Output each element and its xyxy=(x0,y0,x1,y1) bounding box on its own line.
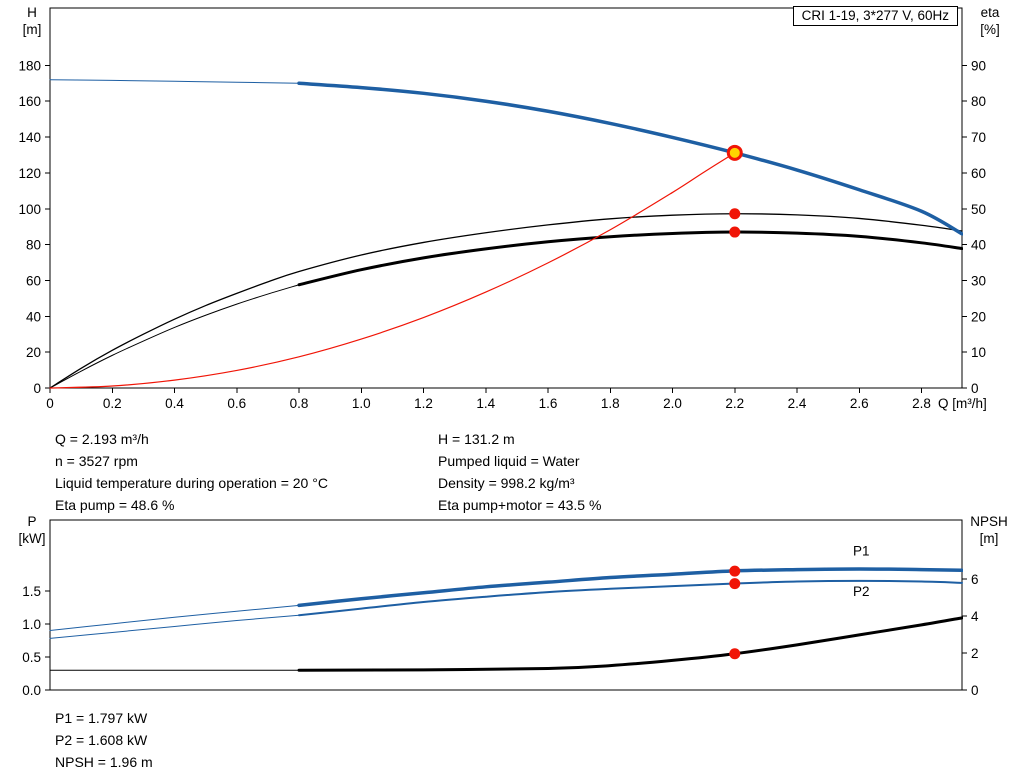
npsh-axis-title: NPSH [m] xyxy=(958,513,1020,547)
y-left-tick-label: 0 xyxy=(33,381,41,396)
p-axis-symbol: P xyxy=(27,514,37,529)
info-line: H = 131.2 m xyxy=(438,431,515,447)
plot-border xyxy=(49,7,963,389)
p2-label: P2 xyxy=(853,584,870,599)
head-curve-low xyxy=(49,79,300,84)
y-right-tick-label: 70 xyxy=(971,130,986,145)
h-axis-title: H [m] xyxy=(12,4,52,38)
head-curve xyxy=(297,81,963,236)
x-tick-label: 0.8 xyxy=(290,396,309,411)
info-line: n = 3527 rpm xyxy=(55,453,138,469)
y-left-tick-label: 120 xyxy=(18,166,41,181)
info-line: Q = 2.193 m³/h xyxy=(55,431,149,447)
y-right-tick-label: 0 xyxy=(971,683,979,698)
eta-pump-motor-curve-low xyxy=(49,284,300,389)
operating-data-right: H = 131.2 m Pumped liquid = Water Density … xyxy=(438,428,601,516)
y-left-tick-label: 140 xyxy=(18,130,41,145)
curves-group xyxy=(49,567,963,672)
p2-curve-low xyxy=(49,614,300,639)
p1-curve xyxy=(297,567,963,608)
y-left-tick-label: 0.5 xyxy=(22,650,41,665)
y-right-tick-label: 2 xyxy=(971,646,979,661)
y-right-tick-label: 60 xyxy=(971,166,986,181)
curves-group xyxy=(49,79,963,389)
y-right-tick-label: 0 xyxy=(971,381,979,396)
y-left-tick-label: 60 xyxy=(26,273,41,288)
y-left-tick-label: 1.0 xyxy=(22,617,41,632)
eta-pump-motor-point xyxy=(729,226,741,238)
hq-eta-chart: 0 20 40 60 80 100 120 140 160 180 0 10 20 30 40 50 60 70 8… xyxy=(18,7,987,411)
npsh-curve xyxy=(297,616,963,672)
x-tick-label: 2.8 xyxy=(912,396,931,411)
y-left-tick-label: 80 xyxy=(26,238,41,253)
y-left-tick-label: 40 xyxy=(26,309,41,324)
h-axis-unit: [m] xyxy=(22,22,42,37)
eta-pump-curve xyxy=(49,213,963,389)
npsh-point xyxy=(729,648,741,660)
power-npsh-data: P1 = 1.797 kW P2 = 1.608 kW NPSH = 1.96 m xyxy=(55,707,153,773)
eta-pump-motor-curve xyxy=(297,230,963,287)
x-tick-label: 0.4 xyxy=(165,396,184,411)
x-tick-label: 0.2 xyxy=(103,396,122,411)
info-line: Pumped liquid = Water xyxy=(438,453,580,469)
y-left-tick-label: 180 xyxy=(18,58,41,73)
y-left-tick-label: 100 xyxy=(18,202,41,217)
p-axis-unit: [kW] xyxy=(18,531,46,546)
y-left-tick-label: 0.0 xyxy=(22,683,41,698)
info-line: Liquid temperature during operation = 20… xyxy=(55,475,328,491)
power-npsh-chart: 0.0 0.5 1.0 1.5 0 2 4 6 P1 P2 xyxy=(22,519,979,698)
info-line: P1 = 1.797 kW xyxy=(55,710,148,726)
eta-axis-title: eta [%] xyxy=(966,4,1014,38)
x-tick-label: 1.0 xyxy=(352,396,371,411)
info-line: Density = 998.2 kg/m³ xyxy=(438,475,575,491)
x-tick-label: 0.6 xyxy=(227,396,246,411)
info-line: Eta pump = 48.6 % xyxy=(55,497,175,513)
y-right-tick-label: 10 xyxy=(971,345,986,360)
x-tick-label: 0 xyxy=(46,396,54,411)
x-tick-label: 1.4 xyxy=(476,396,495,411)
y-right-tick-label: 20 xyxy=(971,309,986,324)
y-right-tick-label: 30 xyxy=(971,273,986,288)
duty-point[interactable] xyxy=(726,144,743,161)
p1-curve-low xyxy=(49,604,300,631)
x-tick-label: 2.0 xyxy=(663,396,682,411)
y-left-tick-label: 1.5 xyxy=(22,584,41,599)
x-axis-label: Q [m³/h] xyxy=(938,396,987,411)
p2-curve xyxy=(298,579,963,617)
eta-pump-point xyxy=(729,208,741,220)
plot-border xyxy=(49,519,963,691)
y-right-tick-label: 6 xyxy=(971,572,979,587)
npsh-axis-unit: [m] xyxy=(979,531,999,546)
y-right-tick-label: 80 xyxy=(971,94,986,109)
x-tick-label: 2.4 xyxy=(788,396,807,411)
npsh-axis-symbol: NPSH xyxy=(970,514,1008,529)
y-right-tick-label: 40 xyxy=(971,238,986,253)
eta-axis-unit: [%] xyxy=(980,22,1000,37)
operating-data-left: Q = 2.193 m³/h n = 3527 rpm Liquid tempera… xyxy=(55,428,328,516)
p2-point xyxy=(729,578,741,590)
x-tick-label: 1.6 xyxy=(539,396,558,411)
y-left-tick-label: 160 xyxy=(18,94,41,109)
pump-model-box: CRI 1-19, 3*277 V, 60Hz xyxy=(792,6,958,26)
y-right-tick-label: 90 xyxy=(971,58,986,73)
p1-label: P1 xyxy=(853,544,870,559)
y-left-tick-label: 20 xyxy=(26,345,41,360)
x-tick-label: 1.8 xyxy=(601,396,620,411)
y-right-tick-label: 4 xyxy=(971,609,979,624)
eta-axis-symbol: eta xyxy=(980,5,1000,20)
x-tick-label: 2.6 xyxy=(850,396,869,411)
p1-point xyxy=(729,565,741,577)
p-axis-title: P [kW] xyxy=(10,513,54,547)
x-tick-label: 2.2 xyxy=(725,396,744,411)
info-line: P2 = 1.608 kW xyxy=(55,732,148,748)
info-line: NPSH = 1.96 m xyxy=(55,754,153,770)
x-tick-label: 1.2 xyxy=(414,396,433,411)
h-axis-symbol: H xyxy=(27,5,37,20)
system-curve xyxy=(49,152,736,389)
y-right-tick-label: 50 xyxy=(971,202,986,217)
info-line: Eta pump+motor = 43.5 % xyxy=(438,497,602,513)
